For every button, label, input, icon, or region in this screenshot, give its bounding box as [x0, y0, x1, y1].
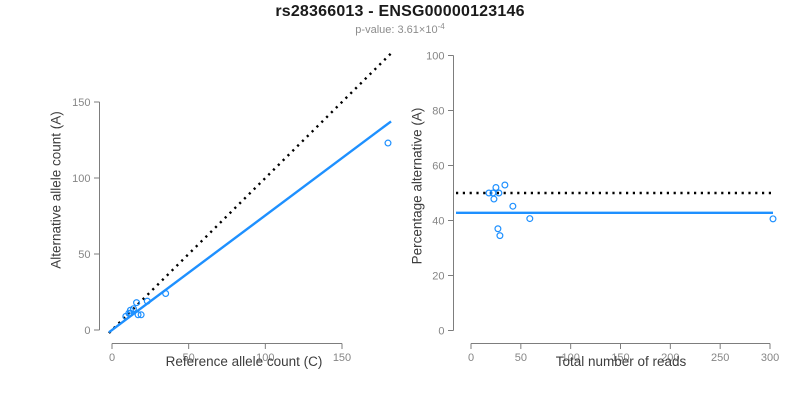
page-title: rs28366013 - ENSG00000123146 — [275, 3, 525, 20]
y-tick-label: 100 — [72, 173, 90, 185]
right-yaxis-label: Percentage alternative (A) — [409, 107, 425, 265]
right-xaxis-label: Total number of reads — [555, 354, 687, 369]
data-point — [495, 189, 503, 197]
y-tick-label: 60 — [432, 160, 444, 172]
identity-line — [108, 52, 392, 334]
data-point — [501, 181, 509, 189]
data-point — [490, 195, 498, 203]
data-point — [496, 232, 504, 240]
data-point — [162, 290, 170, 298]
data-point — [137, 311, 145, 319]
left-yaxis-label: Alternative allele count (A) — [48, 111, 64, 269]
pvalue-text: p-value: 3.61×10 — [355, 24, 438, 36]
data-point — [134, 311, 142, 319]
x-tick-label: 250 — [711, 352, 729, 364]
y-tick-label: 80 — [432, 105, 444, 117]
data-point — [494, 225, 502, 233]
y-tick-label: 0 — [438, 325, 444, 337]
data-point — [384, 139, 392, 147]
x-tick-label: 50 — [183, 352, 195, 364]
x-tick-label: 200 — [661, 352, 679, 364]
x-tick-label: 300 — [761, 352, 779, 364]
x-tick-label: 0 — [109, 352, 115, 364]
y-tick-label: 40 — [432, 215, 444, 227]
x-tick-label: 100 — [561, 352, 579, 364]
y-tick-label: 150 — [72, 97, 90, 109]
data-point — [526, 215, 534, 223]
x-tick-label: 150 — [611, 352, 629, 364]
data-point — [485, 189, 493, 197]
data-point — [769, 215, 777, 223]
data-point — [492, 184, 500, 192]
fit-line — [108, 120, 392, 334]
plot-percentage-vs-reads: 0 20 40 60 80 100 0 50 100 150 200 250 300 — [426, 50, 779, 364]
left-xaxis-label: Reference allele count (C) — [165, 354, 323, 369]
data-point — [509, 202, 517, 210]
plot-allele-counts: 0 50 100 150 0 50 100 150 — [72, 52, 392, 364]
x-tick-label: 0 — [468, 352, 474, 364]
y-tick-label: 100 — [426, 50, 444, 62]
y-tick-label: 20 — [432, 270, 444, 282]
y-tick-label: 50 — [78, 249, 90, 261]
y-tick-label: 0 — [84, 325, 90, 337]
pvalue-subtitle: p-value: 3.61×10-4 — [0, 22, 800, 36]
x-tick-label: 50 — [515, 352, 527, 364]
data-point — [133, 299, 141, 307]
data-point — [143, 297, 151, 305]
x-tick-label: 150 — [333, 352, 351, 364]
pvalue-exponent: -4 — [437, 22, 445, 31]
x-tick-label: 100 — [256, 352, 274, 364]
data-point — [126, 309, 134, 317]
